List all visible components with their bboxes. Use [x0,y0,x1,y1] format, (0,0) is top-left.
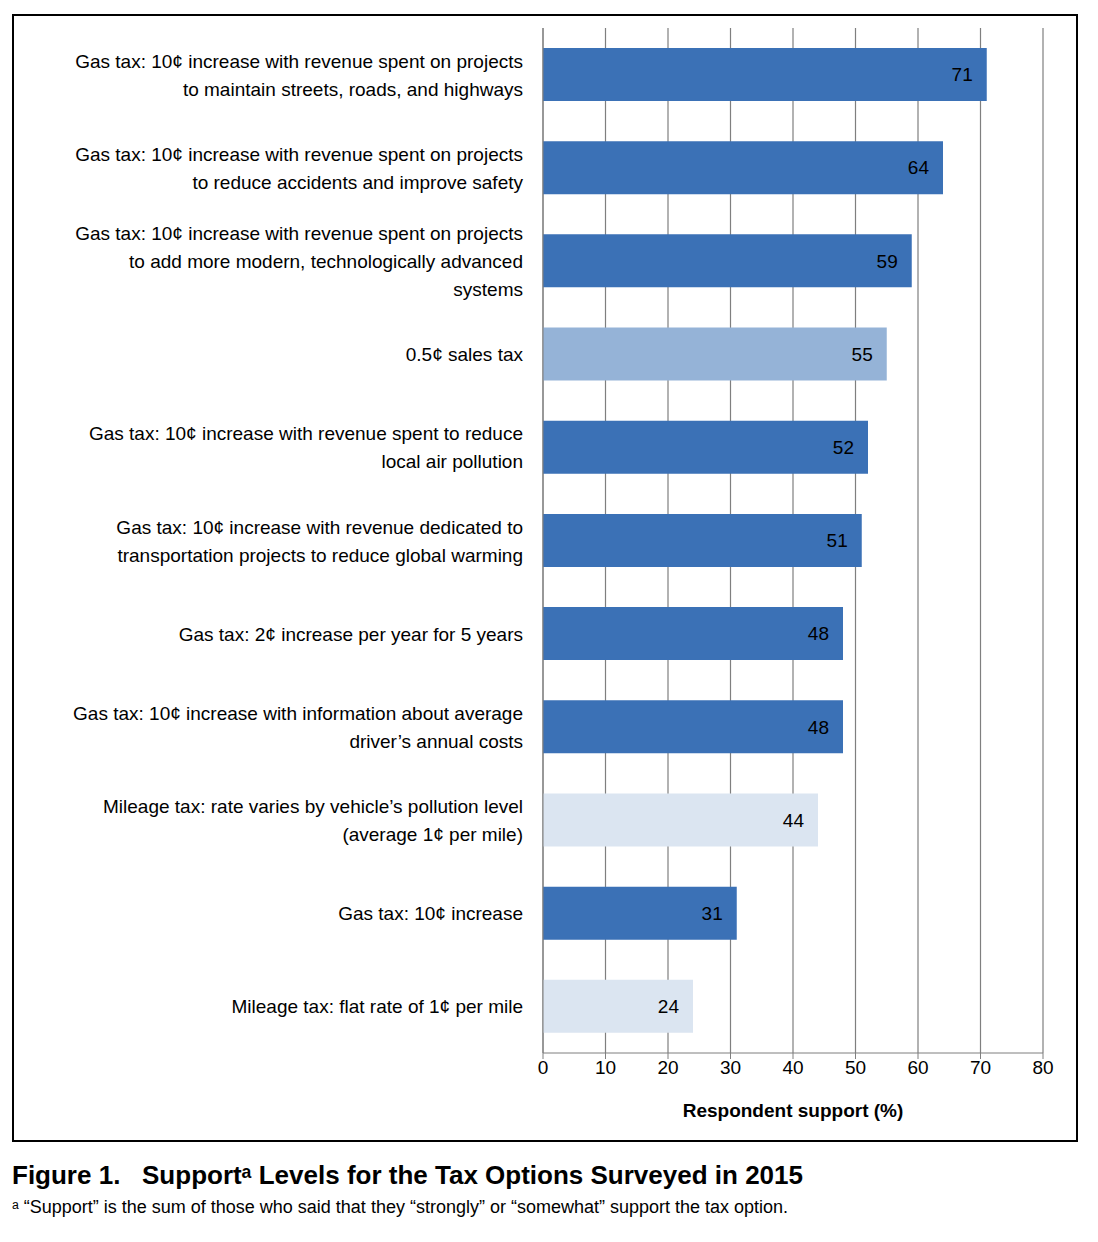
svg-text:60: 60 [907,1057,928,1078]
svg-text:0.5¢ sales tax: 0.5¢ sales tax [406,344,524,365]
svg-text:Gas tax: 10¢ increase with rev: Gas tax: 10¢ increase with revenue spent… [89,423,523,472]
html-text:Figure 1. Supportᵃ Levels for: Figure 1. Supportᵃ Levels for the Tax Op… [12,1160,803,1190]
svg-text:52: 52 [833,437,854,458]
svg-text:48: 48 [808,623,829,644]
svg-text:71: 71 [952,64,973,85]
svg-text:10: 10 [595,1057,616,1078]
svg-text:48: 48 [808,717,829,738]
svg-text:Respondent support (%): Respondent support (%) [683,1100,904,1121]
svg-text:Gas tax: 10¢ increase: Gas tax: 10¢ increase [338,903,523,924]
svg-text:Gas tax: 10¢ increase with inf: Gas tax: 10¢ increase with information a… [73,702,523,751]
svg-text:31: 31 [702,903,723,924]
svg-text:0: 0 [538,1057,549,1078]
svg-text:Gas tax: 10¢ increase with rev: Gas tax: 10¢ increase with revenue spent… [75,143,523,192]
svg-text:Gas tax: 2¢ increase per year: Gas tax: 2¢ increase per year for 5 year… [179,623,523,644]
svg-text:Gas tax: 10¢ increase with rev: Gas tax: 10¢ increase with revenue spent… [75,50,523,99]
svg-text:55: 55 [852,344,873,365]
svg-text:Gas tax: 10¢ increase with rev: Gas tax: 10¢ increase with revenue spent… [75,222,523,299]
svg-text:24: 24 [658,996,680,1017]
svg-text:Mileage tax: flat rate of 1¢ p: Mileage tax: flat rate of 1¢ per mile [232,996,523,1017]
svg-text:70: 70 [970,1057,991,1078]
svg-text:Mileage tax: rate varies by ve: Mileage tax: rate varies by vehicle’s po… [103,796,523,845]
svg-text:80: 80 [1032,1057,1053,1078]
svg-text:64: 64 [908,157,930,178]
svg-text:50: 50 [845,1057,866,1078]
svg-text:51: 51 [827,530,848,551]
svg-text:44: 44 [783,810,805,831]
html-text:ᵃ “Support” is the sum of thos: ᵃ “Support” is the sum of those who said… [12,1197,789,1217]
svg-text:30: 30 [720,1057,741,1078]
svg-text:40: 40 [782,1057,803,1078]
svg-text:59: 59 [877,251,898,272]
svg-text:Gas tax: 10¢ increase with rev: Gas tax: 10¢ increase with revenue dedic… [116,516,523,565]
svg-text:20: 20 [657,1057,678,1078]
